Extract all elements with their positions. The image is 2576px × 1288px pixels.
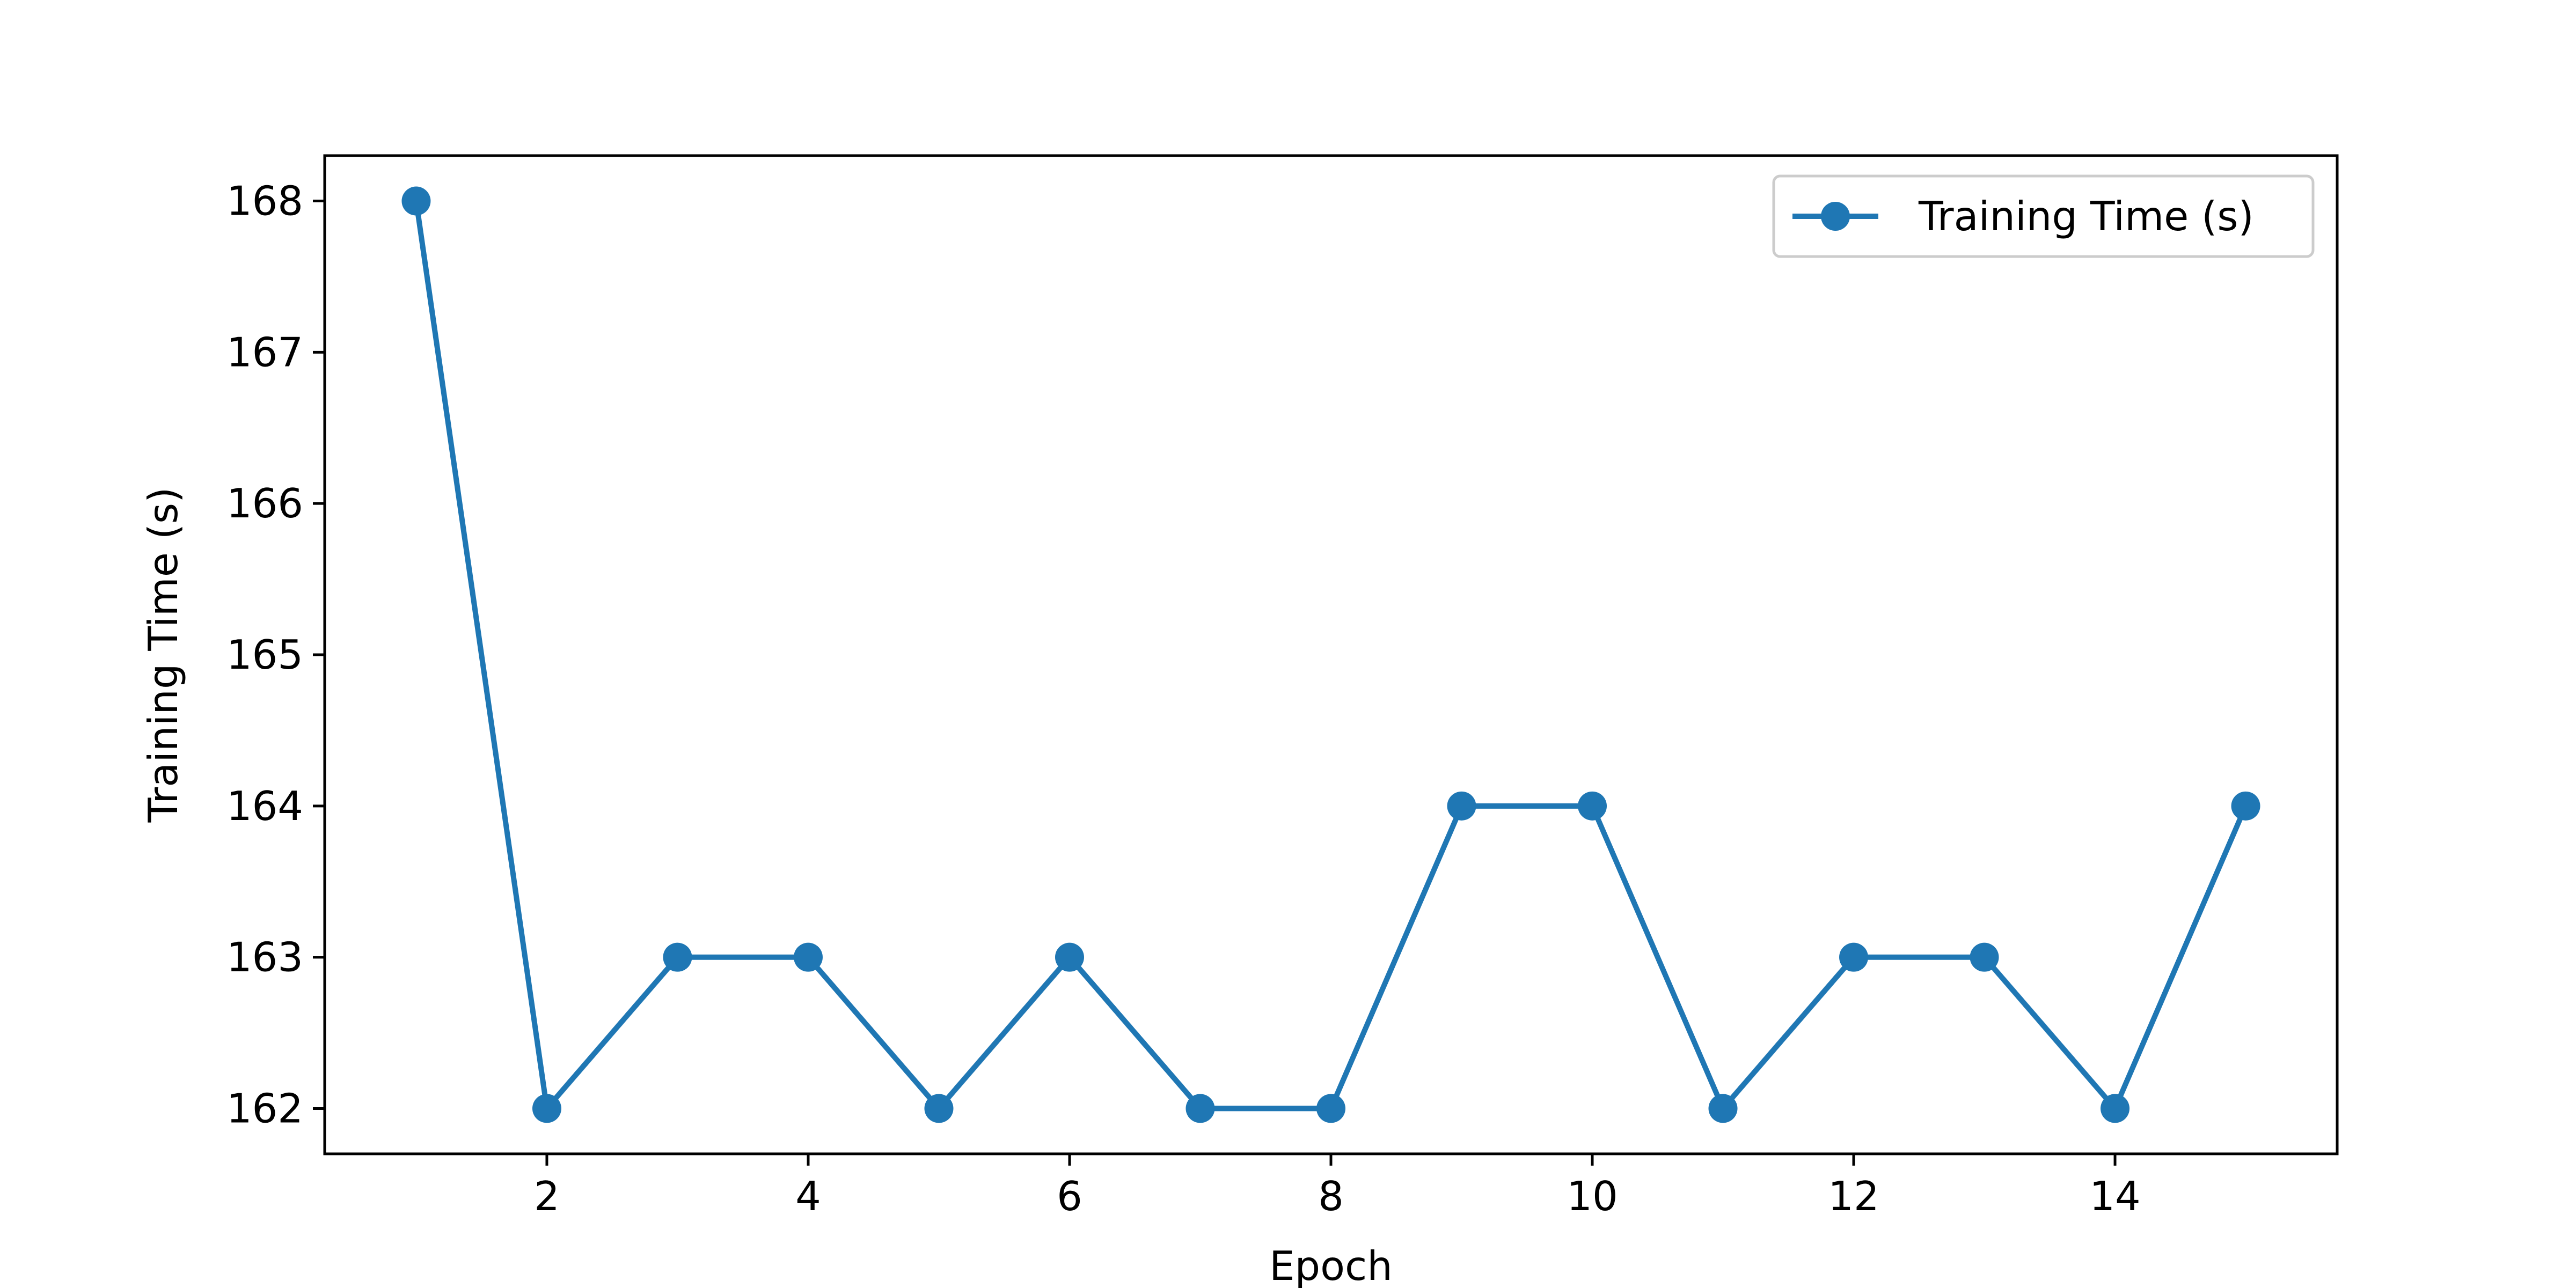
- data-point: [1839, 942, 1869, 972]
- y-tick-label: 165: [226, 631, 303, 678]
- y-tick-label: 167: [226, 328, 303, 376]
- plot-area-frame: [323, 154, 2339, 1155]
- x-tick-label: 14: [2089, 1173, 2140, 1220]
- data-point: [663, 942, 692, 972]
- y-tick-label: 166: [226, 480, 303, 527]
- y-tick-label: 163: [226, 934, 303, 981]
- y-axis-label: Training Time (s): [140, 487, 187, 823]
- x-tick-label: 6: [1057, 1173, 1082, 1220]
- legend-box: [1772, 174, 2315, 258]
- data-point: [793, 942, 823, 972]
- y-axis-ticks: 162 163 164 165 166 167 168: [226, 178, 325, 1132]
- x-axis-label: Epoch: [1269, 1242, 1393, 1288]
- data-point: [924, 1094, 954, 1123]
- data-point: [1185, 1094, 1215, 1123]
- x-axis-ticks: 2 4 6 8 10 12 14: [534, 1154, 2141, 1220]
- x-tick-label: 12: [1828, 1173, 1879, 1220]
- series-layer: [401, 186, 2260, 1123]
- data-point: [1447, 791, 1476, 821]
- x-tick-label: 2: [534, 1173, 560, 1220]
- data-point: [1578, 791, 1607, 821]
- legend: Training Time (s): [1772, 174, 2315, 258]
- x-tick-label: 8: [1318, 1173, 1344, 1220]
- y-tick-label: 168: [226, 178, 303, 225]
- data-point: [1055, 942, 1084, 972]
- data-point: [1708, 1094, 1738, 1123]
- y-tick-label: 164: [226, 782, 303, 830]
- data-point: [1970, 942, 1999, 972]
- legend-entry-label: Training Time (s): [1918, 193, 2254, 240]
- x-tick-label: 10: [1567, 1173, 1618, 1220]
- y-tick-label: 162: [226, 1085, 303, 1132]
- data-point: [532, 1094, 561, 1123]
- data-point: [401, 186, 431, 216]
- data-point: [2101, 1094, 2130, 1123]
- data-point: [2231, 791, 2260, 821]
- data-point: [1316, 1094, 1345, 1123]
- x-tick-label: 4: [795, 1173, 821, 1220]
- legend-marker-swatch: [1821, 202, 1850, 231]
